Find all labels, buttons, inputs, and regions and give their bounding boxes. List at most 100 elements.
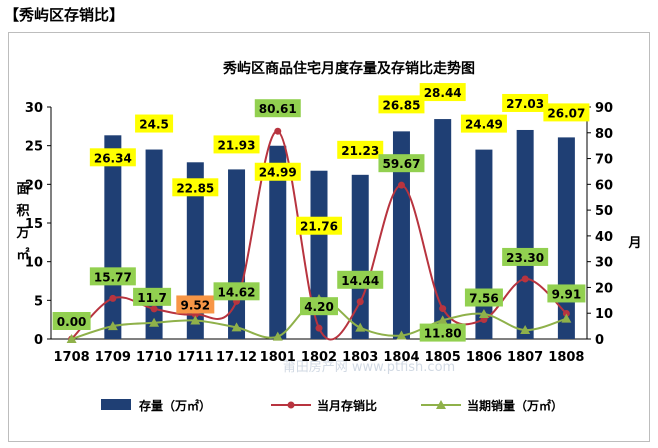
bar-data-label-bg xyxy=(254,162,301,181)
ratio-data-label-bg xyxy=(133,287,172,306)
bar-data-label-bg xyxy=(89,148,136,167)
ratio-data-label-bg xyxy=(502,247,549,266)
x-tick-label: 1802 xyxy=(301,350,337,365)
bar-stock xyxy=(269,145,287,339)
section-header: 【秀屿区存销比】 xyxy=(4,6,125,24)
left-tick-label: 5 xyxy=(34,294,43,309)
x-tick-label: 1711 xyxy=(177,350,213,365)
point-ratio xyxy=(150,305,158,313)
point-ratio xyxy=(356,298,364,306)
bar-data-label-bg xyxy=(460,114,507,133)
x-tick-label: 1708 xyxy=(54,350,90,365)
point-sales xyxy=(107,321,118,331)
bar-data-label: 26.85 xyxy=(382,98,420,112)
left-tick-label: 15 xyxy=(25,217,43,232)
ratio-data-label-bg xyxy=(89,267,136,286)
ratio-data-label: 7.56 xyxy=(469,292,499,306)
left-axis-label: ㎡ xyxy=(16,247,29,263)
ratio-data-label-bg xyxy=(547,284,586,303)
left-axis-label: 面 xyxy=(16,182,29,197)
bar-data-label: 21.23 xyxy=(341,144,379,158)
left-tick-label: 10 xyxy=(25,256,43,271)
bar-stock xyxy=(434,119,452,340)
x-tick-label: 1805 xyxy=(425,350,461,365)
legend-bar-swatch xyxy=(101,399,131,410)
right-tick-label: 20 xyxy=(595,281,613,296)
bar-data-label: 26.34 xyxy=(94,151,132,165)
bar-data-label: 24.49 xyxy=(465,118,503,132)
bar-data-label: 21.76 xyxy=(300,220,338,234)
bar-data-label-bg xyxy=(543,103,590,122)
ratio-data-label: 14.44 xyxy=(341,274,379,288)
point-sales xyxy=(520,325,531,335)
legend-sales-label: 当期销量（万㎡） xyxy=(467,398,563,413)
right-tick-label: 10 xyxy=(595,307,613,322)
point-sales xyxy=(272,331,283,341)
point-sales xyxy=(190,315,201,325)
x-tick-label: 1807 xyxy=(507,350,543,365)
right-tick-label: 60 xyxy=(595,178,613,193)
bar-stock xyxy=(392,131,410,339)
ratio-data-label: 11.80 xyxy=(424,327,462,341)
bar-data-label: 27.03 xyxy=(506,97,544,111)
left-tick-label: 30 xyxy=(25,101,43,116)
ratio-data-label: 0.00 xyxy=(57,315,87,329)
bar-data-label: 24.5 xyxy=(139,118,169,132)
bar-data-label: 28.44 xyxy=(424,86,462,100)
bar-data-label-bg xyxy=(337,140,384,159)
point-ratio xyxy=(109,294,117,302)
ratio-data-label: 15.77 xyxy=(94,270,132,284)
bar-stock xyxy=(516,129,534,339)
ratio-data-label-bg xyxy=(176,295,215,314)
chart-frame: 秀屿区商品住宅月度存量及存销比走势图 莆田房产网 www.ptfish.com … xyxy=(8,32,650,442)
point-ratio xyxy=(562,309,570,317)
x-tick-label: 1710 xyxy=(136,350,172,365)
watermark: 莆田房产网 www.ptfish.com xyxy=(283,359,455,375)
left-axis-label: 万 xyxy=(15,226,29,241)
ratio-data-label: 9.52 xyxy=(181,298,211,312)
right-tick-label: 50 xyxy=(595,204,613,219)
ratio-data-label: 23.30 xyxy=(506,251,544,265)
legend-bar-label: 存量（万㎡） xyxy=(138,398,211,413)
left-tick-label: 0 xyxy=(34,333,43,348)
x-tick-label: 1803 xyxy=(342,350,378,365)
bar-data-label-bg xyxy=(172,178,219,197)
ratio-data-label-bg xyxy=(464,288,503,307)
ratio-data-label-bg xyxy=(213,282,260,301)
point-ratio xyxy=(521,275,529,283)
left-tick-label: 25 xyxy=(25,140,43,155)
ratio-data-label: 4.20 xyxy=(304,300,334,314)
x-tick-label: 1709 xyxy=(95,350,131,365)
legend-ratio-marker xyxy=(287,401,295,409)
x-tick-label: 1806 xyxy=(466,350,502,365)
point-ratio xyxy=(274,127,282,135)
x-tick-label: 17.12 xyxy=(216,350,257,365)
bar-stock xyxy=(104,135,122,339)
ratio-data-label-bg xyxy=(337,270,384,289)
ratio-data-label: 9.91 xyxy=(552,287,582,301)
bar-stock xyxy=(557,137,575,339)
right-tick-label: 70 xyxy=(595,153,613,168)
right-tick-label: 80 xyxy=(595,127,613,142)
legend-ratio-label: 当月存销比 xyxy=(317,398,377,413)
point-ratio xyxy=(439,305,447,313)
point-sales xyxy=(396,330,407,340)
right-tick-label: 90 xyxy=(595,101,613,116)
chart-title: 秀屿区商品住宅月度存量及存销比走势图 xyxy=(222,60,475,77)
legend-sales-marker xyxy=(436,400,446,409)
bar-data-label: 21.93 xyxy=(218,138,256,152)
bar-stock xyxy=(351,174,369,339)
right-tick-label: 0 xyxy=(595,333,604,348)
x-tick-label: 1804 xyxy=(383,350,419,365)
bar-data-label: 22.85 xyxy=(176,181,214,195)
point-ratio xyxy=(397,181,405,189)
ratio-data-label-bg xyxy=(378,154,425,173)
line-ratio xyxy=(70,130,568,341)
chart: 秀屿区商品住宅月度存量及存销比走势图 莆田房产网 www.ptfish.com … xyxy=(15,60,641,413)
right-tick-label: 40 xyxy=(595,230,613,245)
ratio-data-label: 59.67 xyxy=(382,157,420,171)
ratio-data-label-bg xyxy=(419,323,466,342)
right-axis-label: 月 xyxy=(627,236,641,251)
point-sales xyxy=(437,315,448,325)
x-tick-label: 1808 xyxy=(548,350,584,365)
